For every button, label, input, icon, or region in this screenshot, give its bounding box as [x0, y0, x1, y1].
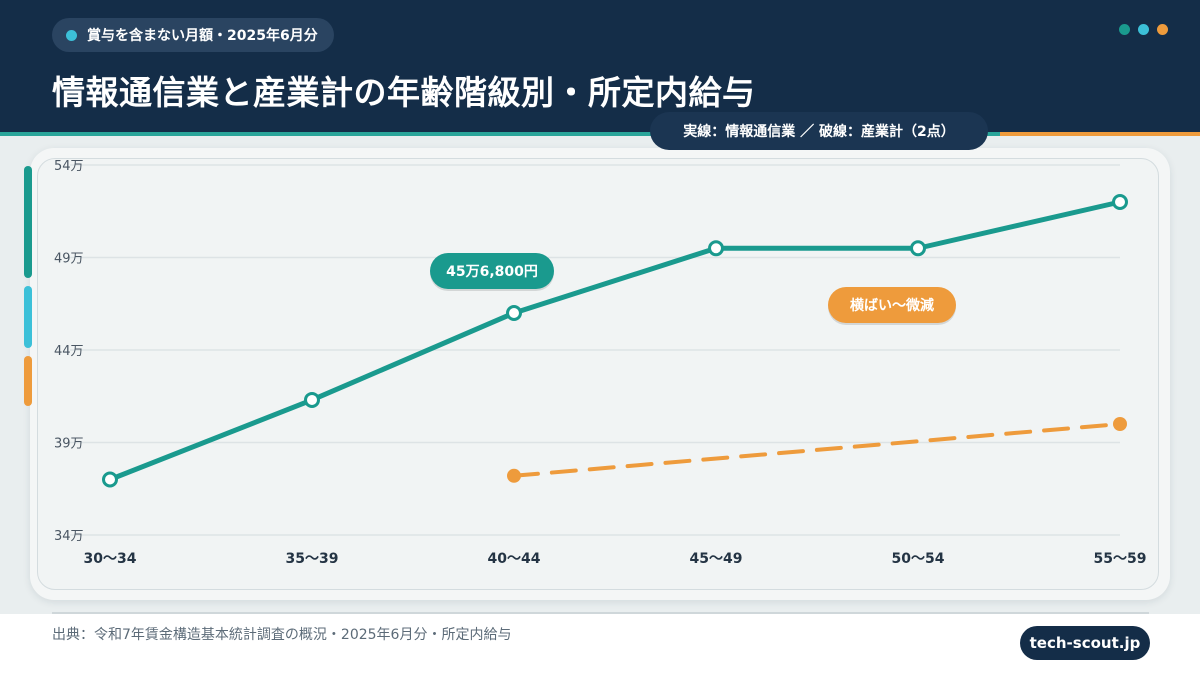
callout-badge — [828, 287, 956, 323]
callout-label: 横ばい〜微減 — [850, 297, 934, 314]
y-axis-labels: 34万 39万 44万 49万 54万 — [54, 159, 84, 544]
x-tick-label: 35〜39 — [286, 551, 339, 567]
callout-label: 45万6,800円 — [446, 264, 538, 280]
badge-dot-icon — [66, 29, 77, 41]
header-accent-orange — [1000, 132, 1200, 136]
x-tick-label: 40〜44 — [488, 551, 541, 567]
header-badge: 賞与を含まない月額・2025年6月分 — [52, 18, 334, 52]
y-tick-label: 49万 — [54, 252, 84, 267]
data-point — [507, 468, 521, 483]
header-badge-label: 賞与を含まない月額・2025年6月分 — [87, 28, 318, 44]
chart-grid — [70, 164, 1120, 536]
source-note: 出典：令和7年賃金構造基本統計調査の概況・2025年6月分・所定内給与 — [52, 627, 512, 643]
x-tick-label: 50〜54 — [892, 551, 945, 567]
data-point — [1112, 194, 1128, 210]
cyan-dot-icon — [1138, 24, 1149, 35]
y-tick-label: 54万 — [54, 159, 84, 174]
x-axis-labels: 30〜34 35〜39 40〜44 45〜49 50〜54 55〜59 — [84, 551, 1147, 567]
header-accent-teal — [0, 132, 1000, 136]
chart-series — [107, 199, 1123, 482]
chart-points — [102, 194, 1128, 488]
data-point — [506, 305, 522, 321]
x-tick-label: 45〜49 — [690, 551, 743, 567]
y-tick-label: 44万 — [54, 344, 84, 359]
data-point — [910, 240, 926, 257]
footer — [0, 614, 1200, 675]
callout-badge — [430, 253, 554, 289]
page-title: 情報通信業と産業計の年齢階級別・所定内給与 — [52, 73, 756, 112]
data-point — [304, 391, 320, 408]
x-tick-label: 30〜34 — [84, 551, 137, 567]
data-point — [708, 240, 724, 257]
series-line-1 — [512, 422, 1122, 478]
series-line-0 — [107, 199, 1123, 482]
data-point — [102, 471, 118, 488]
teal-dot-icon — [1119, 24, 1130, 35]
window-dots — [1119, 24, 1168, 35]
side-accent-orange — [24, 356, 32, 406]
footer-divider — [52, 612, 1149, 614]
orange-dot-icon — [1157, 24, 1168, 35]
legend-note: 実線：情報通信業 ／ 破線：産業計（2点） — [650, 112, 988, 150]
y-tick-label: 34万 — [54, 529, 84, 544]
y-tick-label: 39万 — [54, 437, 84, 452]
data-point — [1113, 417, 1127, 431]
x-tick-label: 55〜59 — [1094, 551, 1147, 567]
side-accent-cyan — [24, 286, 32, 348]
chart-card-inner — [37, 158, 1159, 590]
brand-badge[interactable]: tech-scout.jp — [1020, 626, 1150, 660]
side-accent-teal — [24, 166, 32, 278]
